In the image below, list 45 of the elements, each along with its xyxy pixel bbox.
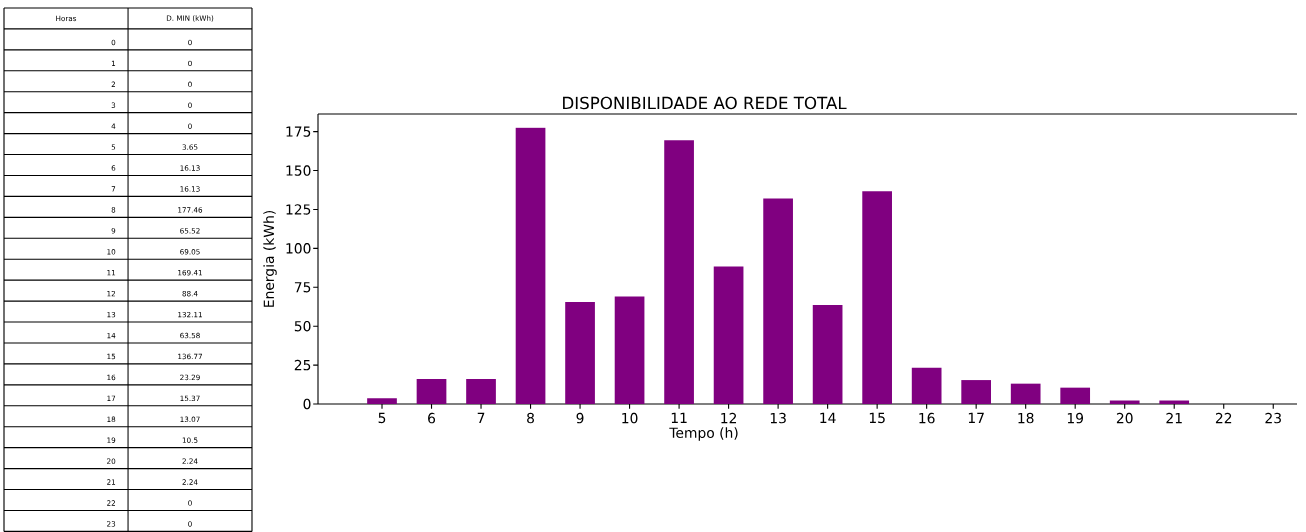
x-tick-label: 22 [1215,412,1232,424]
bar [1060,387,1091,404]
bar [911,367,942,404]
bar [1010,383,1041,404]
bar [515,127,546,404]
bar [565,302,595,404]
bar [812,305,843,404]
y-tick-label: 75 [294,282,311,293]
x-tick-label: 19 [1067,412,1084,424]
x-tick-label: 12 [721,412,737,424]
x-tick-label: 13 [770,412,786,424]
x-tick-label: 16 [919,412,935,424]
y-tick-label: 100 [286,243,311,254]
x-tick-label: 21 [1166,412,1182,424]
bar [416,378,447,404]
x-tick-label: 9 [576,412,584,424]
y-axis-title: Energia (kWh) [263,210,277,307]
x-tick-label: 5 [378,412,386,424]
bar [367,398,397,404]
y-tick-label: 25 [294,359,311,371]
x-tick-label: 23 [1265,412,1281,424]
bar [664,140,694,404]
x-axis-title: Tempo (h) [669,427,738,441]
bar [763,198,793,404]
x-tick-label: 20 [1116,412,1133,424]
x-tick-label: 18 [1018,412,1034,424]
y-tick-label: 175 [286,126,311,137]
x-tick-label: 10 [622,412,638,424]
x-tick-label: 17 [968,412,984,423]
bar [862,191,892,404]
x-tick-label: 8 [527,412,534,424]
x-tick-label: 11 [671,412,687,423]
y-tick-label: 125 [286,204,311,215]
y-tick-label: 150 [286,165,311,176]
bar [713,266,744,404]
bar [614,296,645,404]
bar [961,380,992,404]
bar [466,378,496,404]
y-tick-label: 50 [294,320,311,332]
x-tick-label: 14 [820,412,836,423]
x-tick-label: 6 [428,412,436,424]
y-tick-label: 0 [303,398,311,410]
chart-title: DISPONIBILIDADE AO REDE TOTAL [563,96,847,110]
x-tick-label: 15 [869,412,885,424]
x-tick-label: 7 [477,412,485,423]
